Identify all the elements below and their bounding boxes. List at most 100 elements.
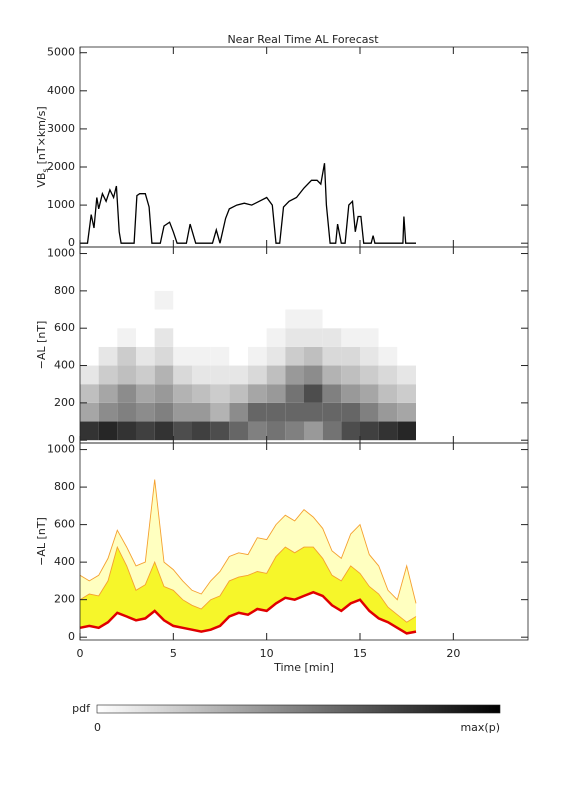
band-line	[79, 479, 417, 604]
heat-cell	[248, 346, 267, 366]
heat-cell	[80, 402, 99, 422]
heat-cell	[266, 290, 286, 310]
heat-cell	[117, 328, 136, 347]
heat-cell	[80, 328, 99, 347]
heat-cell	[210, 365, 230, 385]
heat-cell	[322, 290, 342, 310]
heat-cell	[378, 384, 398, 403]
colorbar	[96, 704, 501, 714]
y-axis-label: VBs [nT×km/s]	[35, 106, 50, 187]
heat-cell	[266, 365, 286, 385]
chart-title: Near Real Time AL Forecast	[227, 33, 379, 46]
heat-cell	[80, 384, 99, 403]
heat-cell	[360, 365, 379, 385]
colorbar-label: pdf	[72, 702, 91, 715]
heat-cell	[210, 309, 230, 329]
heat-cell	[378, 365, 398, 385]
heat-cell	[229, 346, 248, 366]
heat-cell	[154, 402, 174, 422]
heat-cell	[154, 328, 174, 347]
heat-cell	[397, 328, 416, 347]
heat-cell	[266, 309, 286, 329]
y-axis-label-unit: [nT×km/s]	[35, 106, 48, 164]
y-tick-label: 200	[54, 396, 75, 409]
y-tick-label: 3000	[47, 122, 75, 135]
heat-cell	[192, 346, 211, 366]
heat-cell	[248, 328, 267, 347]
heat-cell	[322, 328, 342, 347]
heat-cell	[397, 384, 416, 403]
heat-cell	[192, 328, 211, 347]
heat-cell	[360, 290, 379, 310]
y-tick-label: 800	[54, 284, 75, 297]
y-axis-label-text: −AL [nT]	[35, 517, 48, 566]
x-tick-label: 5	[170, 647, 177, 660]
heat-cell	[229, 290, 248, 310]
heat-cell	[285, 421, 304, 441]
heat-cell	[173, 421, 192, 441]
heat-cell	[229, 402, 248, 422]
heat-cell	[248, 421, 267, 441]
heat-cell	[117, 402, 136, 422]
heat-cell	[397, 402, 416, 422]
heat-cell	[360, 309, 379, 329]
heat-cell	[285, 384, 304, 403]
y-axis-label: −AL [nT]	[35, 321, 48, 370]
heat-cell	[360, 346, 379, 366]
heat-cell	[285, 365, 304, 385]
heat-cell	[192, 365, 211, 385]
y-axis-label-text: −AL [nT]	[35, 321, 48, 370]
heat-cell	[285, 328, 304, 347]
heat-cell	[98, 421, 118, 441]
heat-cell	[266, 402, 286, 422]
data-line	[80, 163, 416, 244]
heat-cell	[397, 309, 416, 329]
heat-cell	[285, 402, 304, 422]
y-tick-label: 600	[54, 321, 75, 334]
heat-cell	[80, 346, 99, 366]
heat-cell	[192, 290, 211, 310]
x-tick-label: 0	[77, 647, 84, 660]
heat-cell	[117, 365, 136, 385]
heat-cell	[173, 346, 192, 366]
heat-cell	[304, 328, 323, 347]
heat-cell	[360, 402, 379, 422]
y-tick-label: 0	[68, 433, 75, 446]
y-tick-label: 600	[54, 518, 75, 531]
heat-cell	[154, 365, 174, 385]
heat-cell	[322, 346, 342, 366]
heat-cell	[117, 346, 136, 366]
heat-cell	[248, 402, 267, 422]
heat-cell	[154, 346, 174, 366]
heat-cell	[117, 290, 136, 310]
heat-cell	[136, 346, 155, 366]
heat-cell	[378, 346, 398, 366]
heat-cell	[322, 384, 342, 403]
heat-cell	[154, 309, 174, 329]
x-axis-label: Time [min]	[273, 661, 334, 674]
heat-cell	[173, 328, 192, 347]
heat-cell	[266, 421, 286, 441]
heat-cell	[229, 328, 248, 347]
colorbar-max: max(p)	[460, 721, 500, 734]
y-tick-label: 1000	[47, 247, 75, 260]
heat-cell	[304, 402, 323, 422]
heat-cell	[322, 365, 342, 385]
heat-cell	[378, 421, 398, 441]
heat-cell	[210, 328, 230, 347]
heat-cell	[136, 290, 155, 310]
heat-cell	[360, 421, 379, 441]
heat-cell	[341, 346, 360, 366]
panel-frame	[79, 46, 529, 248]
heat-cell	[210, 421, 230, 441]
y-tick-label: 200	[54, 593, 75, 606]
heat-cell	[397, 365, 416, 385]
heat-cell	[192, 402, 211, 422]
heat-cell	[117, 309, 136, 329]
heat-cell	[192, 384, 211, 403]
heat-cell	[80, 365, 99, 385]
heat-cell	[304, 346, 323, 366]
panel-frame	[79, 442, 529, 641]
heat-cell	[154, 421, 174, 441]
